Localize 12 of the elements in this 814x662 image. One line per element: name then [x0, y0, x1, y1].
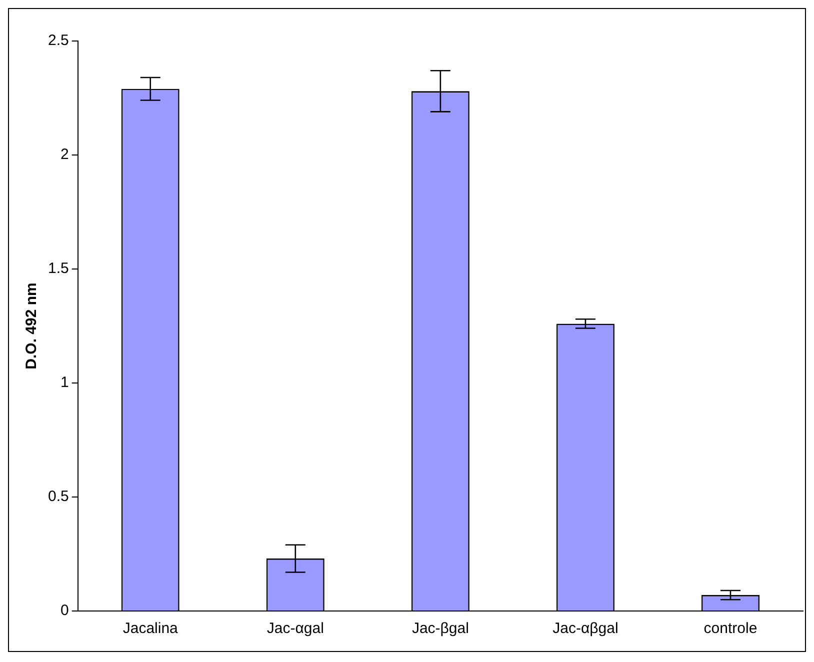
y-axis-title: D.O. 492 nm [23, 282, 40, 370]
y-tick-label: 0.5 [48, 488, 69, 506]
y-tick-label: 2 [60, 146, 69, 164]
y-tick-label: 0 [60, 602, 69, 620]
y-tick-label: 1 [60, 374, 69, 392]
x-tick-label: Jac-βgal [412, 620, 469, 638]
x-tick-label: Jac-αβgal [552, 620, 618, 638]
y-tick-label: 2.5 [48, 32, 69, 50]
x-tick-label: Jac-αgal [266, 620, 324, 638]
x-tick-label: controle [704, 620, 758, 638]
x-tick-label: Jacalina [122, 620, 179, 638]
y-tick-label: 1.5 [48, 260, 69, 278]
